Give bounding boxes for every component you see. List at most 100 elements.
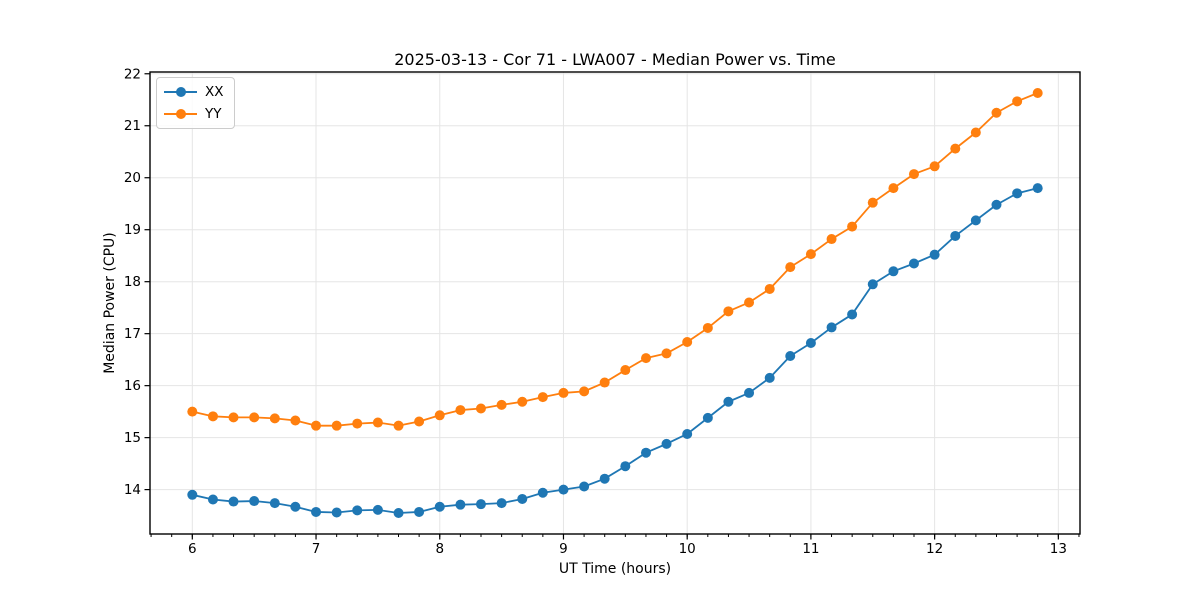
data-point-yy (805, 249, 816, 260)
series-line-yy (192, 92, 1039, 427)
data-point-xx (826, 322, 837, 333)
data-point-yy (517, 396, 528, 407)
y-tick-label: 21 (124, 118, 141, 134)
data-point-xx (311, 506, 322, 517)
data-point-xx (434, 501, 445, 512)
data-point-yy (290, 415, 301, 426)
data-point-yy (785, 262, 796, 273)
data-point-xx (249, 496, 260, 507)
data-point-yy (970, 127, 981, 138)
data-point-xx (290, 501, 301, 512)
data-point-xx (517, 493, 528, 504)
data-point-xx (372, 504, 383, 515)
data-point-xx (269, 498, 280, 509)
data-point-xx (537, 487, 548, 498)
y-tick-label: 18 (124, 274, 141, 290)
data-point-yy (620, 365, 631, 376)
data-point-xx (496, 498, 507, 509)
x-tick-label: 6 (188, 541, 197, 557)
data-point-xx (620, 461, 631, 472)
data-point-xx (847, 309, 858, 320)
legend-label-yy: YY (205, 106, 222, 122)
data-point-xx (207, 494, 218, 505)
data-point-yy (372, 417, 383, 428)
data-point-xx (475, 499, 486, 510)
data-point-yy (228, 412, 239, 423)
series-yy (187, 88, 1043, 431)
data-point-yy (744, 297, 755, 308)
data-point-yy (269, 413, 280, 424)
chart-title: 2025-03-13 - Cor 71 - LWA007 - Median Po… (394, 50, 836, 69)
data-point-yy (826, 234, 837, 245)
data-point-yy (908, 169, 919, 180)
data-point-xx (228, 496, 239, 507)
legend-item-yy: YY (164, 106, 224, 122)
data-point-yy (991, 107, 1002, 118)
x-tick-label: 10 (679, 541, 696, 557)
data-point-xx (867, 279, 878, 290)
data-point-xx (723, 396, 734, 407)
data-point-yy (702, 322, 713, 333)
data-point-xx (702, 412, 713, 423)
data-point-xx (785, 351, 796, 362)
legend-marker-yy-icon (164, 108, 197, 120)
data-point-yy (867, 197, 878, 208)
y-tick-label: 17 (124, 326, 141, 342)
data-point-yy (1012, 96, 1023, 107)
data-point-xx (579, 481, 590, 492)
data-point-yy (311, 420, 322, 431)
x-axis-label: UT Time (hours) (558, 561, 672, 577)
legend: XX YY (156, 77, 235, 129)
data-point-xx (558, 484, 569, 495)
data-point-yy (661, 348, 672, 359)
data-point-xx (455, 499, 466, 510)
x-tick-label: 13 (1050, 541, 1067, 557)
y-tick-label: 22 (124, 66, 141, 82)
data-point-yy (475, 403, 486, 414)
x-tick-label: 9 (559, 541, 568, 557)
data-point-yy (187, 406, 198, 417)
data-point-yy (847, 221, 858, 232)
data-point-xx (888, 266, 899, 277)
data-point-xx (805, 338, 816, 349)
data-point-xx (640, 447, 651, 458)
data-point-yy (682, 336, 693, 347)
data-point-xx (1032, 183, 1043, 194)
x-tick-label: 11 (802, 541, 819, 557)
grid-lines (150, 72, 1080, 534)
data-point-yy (352, 418, 363, 429)
data-point-xx (744, 387, 755, 398)
data-point-xx (764, 372, 775, 383)
data-point-yy (599, 377, 610, 388)
data-point-yy (640, 353, 651, 364)
data-point-yy (249, 412, 260, 423)
y-tick-label: 20 (124, 170, 141, 186)
data-point-xx (950, 230, 961, 241)
data-point-yy (414, 416, 425, 427)
legend-label-xx: XX (205, 84, 224, 100)
data-point-yy (723, 306, 734, 317)
series-xx (187, 183, 1043, 518)
data-point-yy (888, 183, 899, 194)
data-point-xx (352, 505, 363, 516)
plot-frame-group (149, 71, 1081, 535)
data-point-xx (991, 199, 1002, 210)
data-point-yy (207, 411, 218, 422)
data-point-yy (393, 420, 404, 431)
legend-marker-xx-icon (164, 86, 197, 98)
y-tick-label: 15 (124, 430, 141, 446)
y-tick-label: 14 (124, 482, 141, 498)
data-point-yy (331, 420, 342, 431)
legend-item-xx: XX (164, 84, 224, 100)
data-point-xx (187, 489, 198, 500)
data-point-yy (455, 405, 466, 416)
data-point-xx (929, 249, 940, 260)
data-point-yy (496, 399, 507, 410)
data-point-xx (1012, 188, 1023, 199)
y-tick-label: 16 (124, 378, 141, 394)
data-point-xx (970, 215, 981, 226)
data-point-xx (682, 428, 693, 439)
data-point-yy (537, 392, 548, 403)
y-axis-label-text: Median Power (CPU) (102, 232, 118, 374)
